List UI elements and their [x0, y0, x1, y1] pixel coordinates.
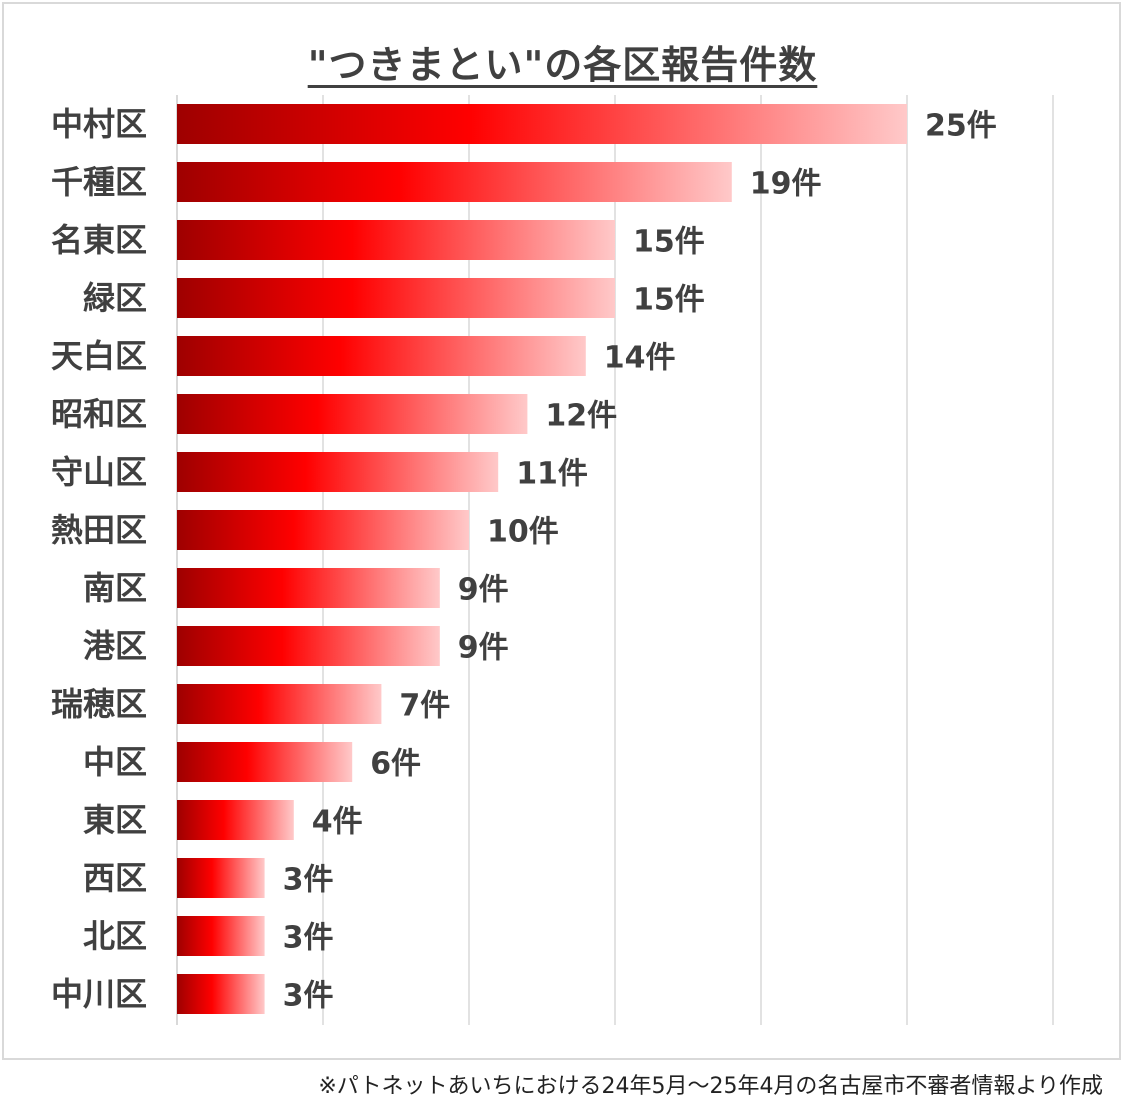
bar-中村区 — [177, 104, 907, 144]
bar-熱田区 — [177, 510, 469, 550]
value-label-東区: 4件 — [312, 805, 363, 840]
value-label-港区: 9件 — [458, 631, 509, 666]
category-label-緑区: 緑区 — [83, 279, 147, 317]
value-label-中村区: 25件 — [925, 109, 997, 144]
category-label-名東区: 名東区 — [51, 221, 147, 259]
bar-千種区 — [177, 162, 732, 202]
category-label-中川区: 中川区 — [51, 975, 147, 1013]
bar-瑞穂区 — [177, 684, 382, 724]
bar-東区 — [177, 800, 294, 840]
value-label-昭和区: 12件 — [545, 399, 617, 434]
bar-港区 — [177, 626, 440, 666]
value-label-中区: 6件 — [370, 747, 421, 782]
bar-中川区 — [177, 974, 265, 1014]
bars — [177, 104, 907, 1014]
value-label-熱田区: 10件 — [487, 515, 559, 550]
category-label-東区: 東区 — [83, 801, 147, 839]
value-label-緑区: 15件 — [633, 283, 705, 318]
footnote: ※パトネットあいちにおける24年5月〜25年4月の名古屋市不審者情報より作成 — [318, 1074, 1103, 1099]
bar-南区 — [177, 568, 440, 608]
category-label-昭和区: 昭和区 — [51, 395, 147, 433]
value-label-名東区: 15件 — [633, 225, 705, 260]
category-label-天白区: 天白区 — [51, 337, 147, 375]
chart-title: "つきまとい"の各区報告件数 — [307, 43, 818, 87]
category-label-守山区: 守山区 — [51, 453, 147, 491]
category-label-北区: 北区 — [83, 917, 147, 955]
category-label-南区: 南区 — [83, 569, 147, 607]
value-label-中川区: 3件 — [283, 979, 334, 1014]
value-label-西区: 3件 — [283, 863, 334, 898]
value-label-瑞穂区: 7件 — [399, 689, 450, 724]
bar-緑区 — [177, 278, 615, 318]
category-label-港区: 港区 — [83, 627, 147, 665]
bar-昭和区 — [177, 394, 528, 434]
category-label-熱田区: 熱田区 — [51, 511, 147, 549]
bar-守山区 — [177, 452, 499, 492]
value-label-千種区: 19件 — [750, 167, 822, 202]
value-label-南区: 9件 — [458, 573, 509, 608]
bar-天白区 — [177, 336, 586, 376]
category-label-中区: 中区 — [83, 743, 147, 781]
value-label-天白区: 14件 — [604, 341, 676, 376]
bar-西区 — [177, 858, 265, 898]
category-label-千種区: 千種区 — [51, 163, 147, 201]
bar-北区 — [177, 916, 265, 956]
category-label-中村区: 中村区 — [51, 105, 147, 143]
category-label-瑞穂区: 瑞穂区 — [51, 685, 147, 723]
category-label-西区: 西区 — [83, 859, 147, 897]
value-label-守山区: 11件 — [516, 457, 588, 492]
bar-名東区 — [177, 220, 615, 260]
value-label-北区: 3件 — [283, 921, 334, 956]
bar-中区 — [177, 742, 353, 782]
